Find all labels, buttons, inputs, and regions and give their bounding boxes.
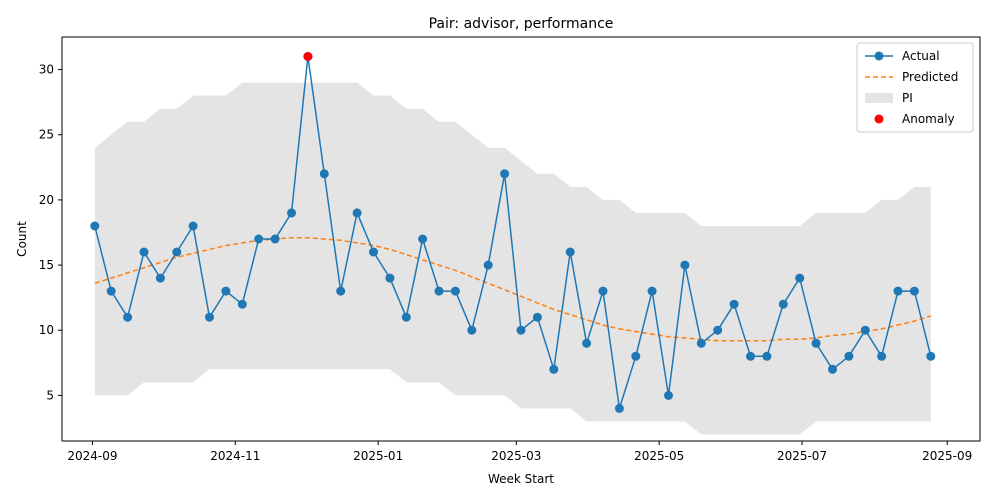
y-tick-label: 15 <box>39 258 54 272</box>
actual-point <box>401 312 411 322</box>
actual-point <box>860 325 870 335</box>
actual-point <box>90 221 100 231</box>
x-tick-label: 2025-01 <box>353 449 403 463</box>
actual-point <box>188 221 198 231</box>
actual-line <box>94 56 932 409</box>
actual-point <box>549 364 559 374</box>
actual-point <box>877 351 887 361</box>
actual-point <box>664 390 673 400</box>
y-tick-label: 5 <box>46 388 54 402</box>
predicted-line <box>94 236 932 342</box>
actual-point <box>352 208 362 218</box>
actual-point <box>582 338 592 348</box>
actual-point <box>844 351 854 361</box>
actual-point <box>369 247 378 257</box>
actual-point <box>696 338 706 348</box>
actual-point <box>926 351 936 361</box>
actual-point <box>893 286 903 296</box>
legend-swatch-pi <box>865 93 893 103</box>
actual-point <box>647 286 657 296</box>
actual-point <box>221 286 231 296</box>
actual-point <box>516 325 526 335</box>
actual-point <box>483 260 493 270</box>
actual-point <box>418 234 428 244</box>
x-axis-title: Week Start <box>488 472 554 486</box>
actual-point <box>287 208 296 218</box>
legend-label: Actual <box>902 49 940 63</box>
actual-point <box>680 260 690 270</box>
actual-point <box>532 312 542 322</box>
actual-point <box>467 325 477 335</box>
actual-point <box>909 286 919 296</box>
actual-point <box>565 247 575 257</box>
actual-point <box>500 169 510 179</box>
y-axis-title: Count <box>15 221 29 257</box>
actual-point <box>778 299 788 309</box>
actual-point <box>336 286 346 296</box>
x-axis: 2024-09 2024-11 2025-01 2025-03 2025-05 2025-… <box>67 441 972 463</box>
x-tick-label: 2025-07 <box>777 449 827 463</box>
x-tick-label: 2024-09 <box>67 449 117 463</box>
actual-point <box>385 273 395 283</box>
y-axis: 5 10 15 20 25 30 <box>39 63 62 402</box>
actual-point <box>598 286 608 296</box>
actual-point <box>172 247 182 257</box>
y-tick-label: 10 <box>39 323 54 337</box>
actual-point <box>795 273 805 283</box>
actual-point <box>106 286 116 296</box>
actual-point <box>155 273 165 283</box>
legend-box <box>856 42 974 133</box>
actual-point <box>713 325 723 335</box>
chart-title: Pair: advisor, performance <box>429 16 614 32</box>
x-tick-label: 2025-05 <box>634 449 684 463</box>
legend-label: Anomaly <box>902 112 955 126</box>
x-tick-label: 2024-11 <box>210 449 260 463</box>
legend-label: PI <box>902 91 913 105</box>
actual-point <box>828 364 837 374</box>
actual-point <box>139 247 149 257</box>
actual-point <box>319 169 329 179</box>
y-tick-label: 30 <box>39 63 54 77</box>
actual-point <box>123 312 133 322</box>
actual-point <box>434 286 444 296</box>
actual-point <box>746 351 755 361</box>
actual-point <box>631 351 641 361</box>
legend-label: Predicted <box>902 70 958 84</box>
legend-marker-actual <box>874 51 884 61</box>
actual-point <box>237 299 247 309</box>
y-tick-label: 20 <box>39 193 54 207</box>
anomaly-point <box>303 52 313 61</box>
axes-frame <box>61 36 981 442</box>
actual-point <box>729 299 739 309</box>
plot-area <box>90 52 936 435</box>
actual-point <box>254 234 264 244</box>
actual-point <box>811 338 821 348</box>
actual-point <box>762 351 772 361</box>
actual-point <box>270 234 280 244</box>
actual-point <box>614 403 624 413</box>
x-tick-label: 2025-03 <box>491 449 541 463</box>
actual-point <box>450 286 460 296</box>
x-tick-label: 2025-09 <box>922 449 972 463</box>
legend-marker-anomaly <box>874 114 884 124</box>
y-tick-label: 25 <box>39 128 54 142</box>
legend: Actual Predicted PI Anomaly <box>856 42 974 133</box>
actual-point <box>205 312 214 322</box>
